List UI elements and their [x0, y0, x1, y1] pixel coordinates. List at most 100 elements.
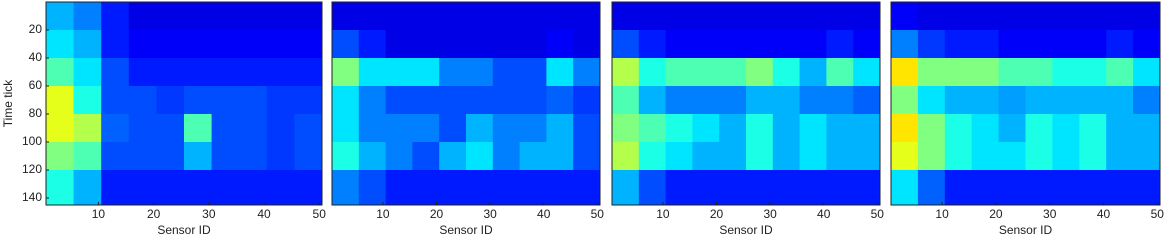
heatmap-cell — [239, 2, 268, 31]
heatmap-cell — [332, 30, 360, 59]
heatmap-cell — [211, 58, 240, 87]
plot-frame — [331, 1, 601, 206]
x-tick-label: 40 — [537, 207, 551, 221]
heatmap-cell — [772, 114, 801, 143]
heatmap-cell — [891, 142, 919, 171]
heatmap-cell — [891, 58, 919, 87]
heatmap-cell — [211, 2, 240, 31]
y-axis-label: Time tick — [1, 79, 15, 128]
heatmap-cell — [519, 30, 547, 59]
heatmap-cell — [1133, 142, 1161, 171]
heatmap-cell — [466, 30, 494, 59]
heatmap-cell — [46, 58, 75, 87]
heatmap-cell — [944, 2, 973, 31]
heatmap-cell — [358, 142, 387, 171]
heatmap-cell — [853, 114, 881, 143]
heatmap-cell — [917, 142, 946, 171]
heatmap-cell — [439, 114, 467, 143]
heatmap-cell — [853, 142, 881, 171]
heatmap-cell — [156, 2, 185, 31]
x-tick-label: 30 — [1043, 207, 1057, 221]
heatmap-cell — [332, 170, 360, 206]
heatmap-cell — [665, 114, 693, 143]
heatmap-cell — [998, 114, 1026, 143]
heatmap-cell — [971, 86, 1000, 115]
heatmap-cell — [73, 30, 102, 59]
heatmap-cell — [853, 58, 881, 87]
heatmap-cell — [101, 2, 130, 31]
heatmap-cell — [73, 58, 102, 87]
heatmap-cell — [573, 170, 601, 206]
heatmap-cell — [719, 58, 747, 87]
heatmap-cell — [719, 170, 747, 206]
heatmap-cell — [1106, 86, 1134, 115]
heatmap-cell — [466, 142, 494, 171]
heatmap-cell — [719, 114, 747, 143]
heatmap-cell — [799, 142, 827, 171]
heatmap-cell — [944, 86, 973, 115]
heatmap-cell — [156, 30, 185, 59]
heatmap-cell — [385, 170, 413, 206]
heatmap-cell — [891, 30, 919, 59]
heatmap-cell — [332, 142, 360, 171]
heatmap-cell — [546, 170, 574, 206]
heatmap-cell — [891, 2, 919, 31]
heatmap-cell — [665, 170, 693, 206]
x-axis-label: Sensor ID — [999, 223, 1053, 237]
heatmap-cell — [46, 142, 75, 171]
heatmap-cell — [612, 86, 640, 115]
heatmap-cell — [211, 86, 240, 115]
x-tick-label: 20 — [430, 207, 444, 221]
heatmap-cell — [799, 2, 827, 31]
heatmap-cell — [998, 2, 1026, 31]
heatmap-cell — [1079, 58, 1107, 87]
heatmap-cell — [101, 114, 130, 143]
heatmap-cell — [412, 142, 440, 171]
heatmap-cell — [211, 30, 240, 59]
heatmap-cell — [1025, 170, 1053, 206]
heatmap-cell — [128, 30, 157, 59]
y-tick-label: 140 — [22, 190, 42, 204]
heatmap-cell — [746, 142, 774, 171]
heatmap-cell — [101, 170, 130, 206]
heatmap-cell — [638, 30, 667, 59]
heatmap-cell — [239, 170, 268, 206]
heatmap-cell — [358, 30, 387, 59]
heatmap-cell — [826, 58, 854, 87]
x-tick-label: 50 — [591, 207, 605, 221]
heatmap-cell — [692, 142, 720, 171]
heatmap-cell — [772, 86, 801, 115]
heatmap-cell — [1106, 58, 1134, 87]
heatmap-cell — [1106, 114, 1134, 143]
x-tick-label: 40 — [817, 207, 831, 221]
heatmap-cell — [826, 170, 854, 206]
heatmap-cell — [332, 58, 360, 87]
heatmap-cell — [746, 86, 774, 115]
heatmap-cell — [944, 30, 973, 59]
heatmap-cell — [519, 58, 547, 87]
heatmap-cell — [891, 170, 919, 206]
heatmap-cell — [573, 142, 601, 171]
heatmap-cell — [826, 86, 854, 115]
heatmap-cell — [128, 114, 157, 143]
heatmap-cell — [799, 114, 827, 143]
heatmap-cell — [101, 30, 130, 59]
heatmap-cell — [799, 170, 827, 206]
x-tick-label: 50 — [871, 207, 885, 221]
plot-frame — [611, 1, 881, 206]
heatmap-cell — [439, 30, 467, 59]
heatmap-cell — [1025, 142, 1053, 171]
heatmap-cell — [412, 114, 440, 143]
heatmap-cell — [944, 170, 973, 206]
heatmap-cell — [1133, 86, 1161, 115]
heatmap-cell — [719, 86, 747, 115]
x-tick-label: 20 — [989, 207, 1003, 221]
heatmap-cell — [358, 86, 387, 115]
heatmap-cell — [266, 170, 295, 206]
heatmap-cell — [466, 170, 494, 206]
heatmap-cell — [239, 30, 268, 59]
heatmap-cell — [612, 114, 640, 143]
heatmap-cell — [826, 114, 854, 143]
heatmap-cell — [156, 142, 185, 171]
heatmap-cell — [612, 170, 640, 206]
